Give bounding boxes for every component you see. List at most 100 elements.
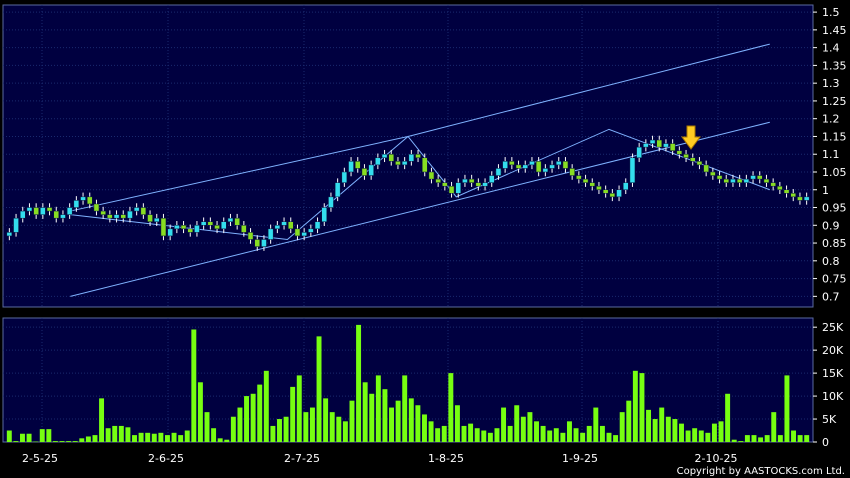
volume-bar xyxy=(72,441,78,442)
volume-bar xyxy=(534,421,539,442)
price-tick-label: 1.05 xyxy=(822,166,847,179)
volume-bar xyxy=(705,432,711,442)
candlestick xyxy=(147,210,153,226)
candlestick xyxy=(663,139,669,152)
candlestick xyxy=(60,210,66,223)
volume-bar xyxy=(468,423,474,442)
volume-bar xyxy=(461,425,467,442)
candlestick xyxy=(408,149,415,166)
candlestick xyxy=(609,189,616,202)
candlestick xyxy=(153,213,160,226)
volume-bar xyxy=(619,412,625,442)
volume-bar xyxy=(197,382,203,442)
candlestick xyxy=(127,206,133,223)
candlestick xyxy=(462,174,468,187)
candlestick xyxy=(522,160,529,173)
candlestick xyxy=(66,203,73,219)
volume-bar xyxy=(309,407,315,442)
volume-bar xyxy=(408,398,414,442)
volume-tick-label: 20K xyxy=(822,344,844,357)
volume-bar xyxy=(164,435,170,442)
candlestick xyxy=(502,157,508,173)
volume-bar xyxy=(580,432,586,442)
candlestick xyxy=(361,164,368,180)
candlestick xyxy=(455,178,462,198)
volume-bar xyxy=(105,428,111,442)
candlestick xyxy=(656,135,663,152)
candlestick xyxy=(622,178,629,195)
volume-bar xyxy=(744,435,750,442)
candlestick xyxy=(107,210,113,223)
volume-bar xyxy=(540,425,546,442)
volume-bar xyxy=(448,373,454,442)
volume-tick-label: 0 xyxy=(822,436,829,449)
volume-bar xyxy=(132,435,137,442)
volume-bar xyxy=(389,407,394,442)
candlestick xyxy=(629,153,636,187)
price-tick-label: 0.75 xyxy=(822,273,847,286)
volume-bar xyxy=(99,398,105,442)
price-tick-label: 1.2 xyxy=(822,113,840,126)
candlestick xyxy=(589,178,596,191)
candlestick xyxy=(328,192,334,212)
price-tick-label: 0.8 xyxy=(822,255,840,268)
volume-bar xyxy=(125,427,131,442)
volume-bar xyxy=(336,416,342,442)
candlestick xyxy=(488,171,495,187)
volume-bar xyxy=(342,421,348,442)
volume-bar xyxy=(698,430,704,442)
volume-bar xyxy=(613,435,619,442)
candlestick xyxy=(73,196,80,212)
candlestick xyxy=(227,213,234,226)
volume-bar xyxy=(52,441,58,442)
candlestick xyxy=(100,206,106,219)
volume-bar xyxy=(375,375,381,442)
candlestick xyxy=(777,181,783,195)
candlestick xyxy=(388,149,395,166)
candlestick xyxy=(562,157,569,173)
copyright-text: Copyright by AASTOCKS.com Ltd. xyxy=(677,466,845,477)
volume-bar xyxy=(672,419,678,442)
volume-bar xyxy=(382,389,388,442)
volume-bar xyxy=(639,373,645,442)
volume-bar xyxy=(764,435,770,442)
volume-bar xyxy=(224,439,230,442)
volume-bar xyxy=(494,428,500,442)
candlestick xyxy=(616,185,622,202)
candlestick xyxy=(321,203,328,226)
candlestick xyxy=(40,203,46,219)
candlestick xyxy=(716,171,723,184)
candlestick xyxy=(515,160,522,173)
volume-bar xyxy=(566,421,572,442)
candlestick xyxy=(120,210,127,223)
price-tick-label: 0.7 xyxy=(822,290,840,303)
volume-bar xyxy=(422,414,427,442)
candlestick xyxy=(86,192,93,209)
candlestick xyxy=(308,224,314,237)
candlestick xyxy=(140,203,147,219)
candlestick xyxy=(475,178,482,191)
volume-bar xyxy=(237,407,243,442)
candlestick xyxy=(180,221,187,234)
candlestick xyxy=(756,171,763,184)
volume-bar xyxy=(751,435,757,442)
volume-bar xyxy=(257,384,263,442)
candlestick xyxy=(442,178,448,191)
volume-bar xyxy=(46,429,52,442)
candlestick xyxy=(649,135,656,148)
volume-panel xyxy=(2,317,814,443)
volume-bar xyxy=(441,425,447,442)
volume-bar xyxy=(158,432,164,442)
volume-bar xyxy=(369,393,375,442)
price-tick-label: 1.25 xyxy=(822,95,847,108)
price-tick-label: 1 xyxy=(822,184,829,197)
candlestick xyxy=(220,217,227,234)
candlestick xyxy=(294,224,301,241)
candlestick xyxy=(214,221,220,234)
price-tick-label: 1.45 xyxy=(822,24,847,37)
candlestick xyxy=(133,203,140,216)
volume-bar xyxy=(362,382,368,442)
volume-bar xyxy=(112,425,118,442)
volume-tick-label: 10K xyxy=(822,390,844,403)
